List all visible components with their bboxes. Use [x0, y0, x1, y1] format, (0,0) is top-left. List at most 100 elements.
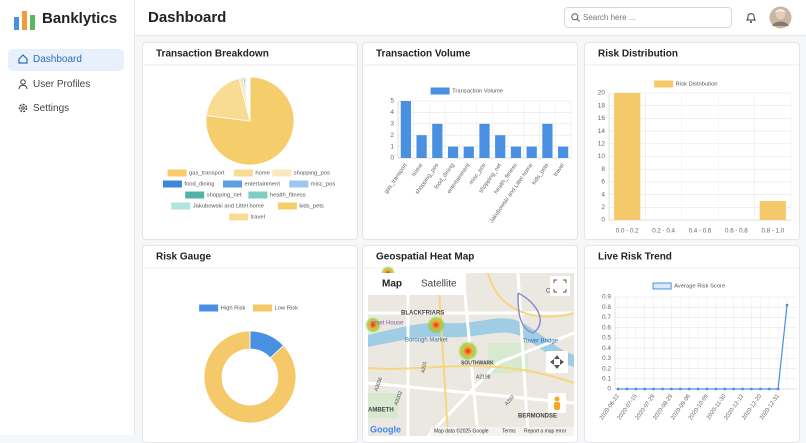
legend-swatch [273, 170, 291, 176]
map-terms[interactable]: Terms [502, 428, 516, 434]
point [670, 388, 673, 391]
card-title: Risk Gauge [156, 252, 211, 263]
fullscreen-button[interactable] [550, 276, 570, 296]
legend-swatch [653, 283, 671, 289]
legend-swatch [249, 192, 267, 198]
bell-icon[interactable] [745, 11, 757, 24]
point [634, 388, 637, 391]
x-tick-label: 0.4 - 0.6 [689, 228, 712, 235]
chart: Transaction Breakdown gas_transport home sh… [143, 43, 357, 239]
y-tick-label: 18 [598, 102, 606, 109]
legend-label: entertainment [245, 182, 281, 188]
point [759, 388, 762, 391]
y-tick-label: 14 [598, 128, 606, 135]
y-tick-label: 0.1 [602, 375, 611, 382]
legend-label: food_dining [184, 182, 214, 188]
bar [542, 124, 552, 158]
card-title: Geospatial Heat Map [376, 252, 474, 263]
y-tick-label: 8 [601, 166, 605, 173]
legend-label: shopping_pos [294, 171, 330, 177]
y-tick-label: 0.6 [602, 324, 611, 331]
y-tick-label: 0.5 [602, 335, 611, 342]
legend-label: gas_transport [189, 171, 225, 177]
icon [18, 54, 28, 64]
x-tick-label: 0.6 - 0.8 [725, 228, 748, 235]
search-box[interactable]: Search here ... [564, 7, 732, 28]
legend-label: health_fitness [270, 193, 306, 199]
sidebar: Banklytics Dashboard User Profiles Setti… [0, 0, 135, 435]
search-icon [571, 13, 580, 22]
card-title: Transaction Breakdown [156, 49, 269, 60]
point [777, 388, 780, 391]
bar [464, 147, 474, 158]
bar [479, 124, 489, 158]
pan-control[interactable] [546, 351, 568, 373]
nav-item[interactable]: Dashboard [8, 49, 124, 71]
place-label: Tower Bridge [523, 339, 559, 345]
bar [760, 201, 786, 220]
legend-swatch [186, 192, 204, 198]
map-logo: Google [370, 424, 401, 434]
y-tick-label: 0.4 [602, 345, 611, 352]
x-tick-label: home [411, 163, 424, 178]
legend-label: home [255, 171, 270, 177]
map-panel: Geospatial Heat Map BLACKFRIARS erset Ho… [363, 246, 577, 442]
y-tick-label: 0.7 [602, 314, 611, 321]
x-tick-label: travel [553, 163, 566, 178]
map[interactable]: BLACKFRIARS erset House Borough Market T… [365, 266, 574, 436]
legend-swatch [234, 170, 252, 176]
point [706, 388, 709, 391]
legend-label: High Risk [221, 306, 246, 312]
y-tick-label: 0 [607, 386, 611, 393]
nav-label: Dashboard [33, 49, 82, 71]
legend-label: shopping_net [207, 193, 242, 199]
map-button[interactable]: Satellite [421, 279, 457, 290]
avatar[interactable] [769, 6, 792, 29]
point [741, 388, 744, 391]
y-tick-label: 1 [390, 143, 394, 150]
y-tick-label: 3 [390, 121, 394, 128]
y-tick-label: 0.2 [602, 365, 611, 372]
y-tick-label: 0.8 [602, 304, 611, 311]
legend-swatch [655, 81, 673, 87]
bar [432, 124, 442, 158]
map-button[interactable]: Map [382, 279, 402, 290]
legend-swatch [163, 181, 181, 187]
map-card: Geospatial Heat Map BLACKFRIARS erset Ho… [362, 245, 578, 443]
legend-swatch [431, 88, 449, 94]
nav-item[interactable]: User Profiles [8, 74, 124, 96]
y-tick-label: 2 [601, 204, 605, 211]
y-tick-label: 16 [598, 115, 606, 122]
nav-item[interactable]: Settings [8, 98, 124, 120]
legend-label: travel [251, 215, 265, 221]
point [786, 304, 789, 307]
nav-label: Settings [33, 98, 69, 120]
y-tick-label: 10 [598, 153, 606, 160]
place-label: BERMONDSE [518, 414, 557, 420]
legend-swatch [278, 203, 296, 209]
icon [18, 79, 28, 89]
y-tick-label: 0 [601, 217, 605, 224]
point [679, 388, 682, 391]
bar [558, 147, 568, 158]
y-tick-label: 0.9 [602, 294, 611, 301]
card-title: Live Risk Trend [598, 252, 672, 263]
map-report[interactable]: Report a map error [524, 428, 567, 434]
y-tick-label: 6 [601, 179, 605, 186]
legend-label: Risk Distribution [676, 82, 718, 88]
bar [448, 147, 458, 158]
place-label: Borough Market [405, 338, 448, 344]
chart: Live Risk Trend00.10.20.30.40.50.60.70.8… [585, 246, 799, 442]
bar [416, 135, 426, 158]
bar [527, 147, 537, 158]
point [617, 388, 620, 391]
legend-swatch [290, 181, 308, 187]
x-tick-label: 0.0 - 0.2 [616, 228, 639, 235]
page-title: Dashboard [148, 9, 226, 26]
x-tick-label: 0.8 - 1.0 [761, 228, 784, 235]
card-title: Transaction Volume [376, 49, 471, 60]
legend-label: Transaction Volume [452, 89, 503, 95]
